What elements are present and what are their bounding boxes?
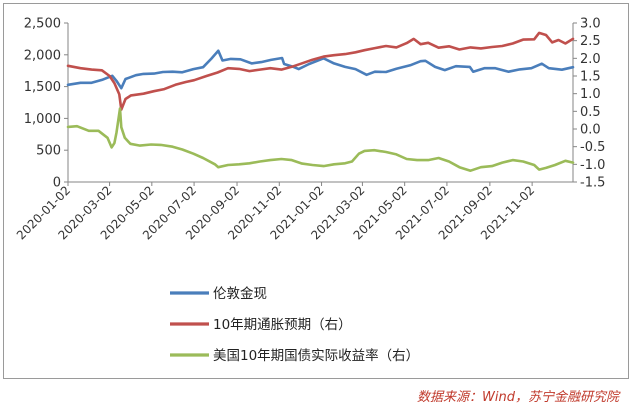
left-tick-label: 0 [53, 176, 61, 191]
series-line-1 [66, 49, 575, 90]
chart-frame [3, 3, 629, 379]
legend-label-2: 10年期通胀预期（右） [213, 317, 352, 333]
right-tick-label: 0.5 [580, 105, 601, 120]
left-tick-label: 500 [36, 144, 61, 159]
legend-label-1: 伦敦金现 [213, 286, 267, 302]
right-tick-label: 1.0 [580, 87, 601, 102]
series-line-3 [66, 107, 575, 172]
right-tick-label: 2.5 [580, 34, 601, 49]
right-tick-label: -1.0 [580, 158, 605, 173]
right-tick-label: -0.5 [580, 140, 605, 155]
left-tick-label: 2,500 [24, 17, 61, 32]
source-note: 数据来源：Wind，苏宁金融研究院 [417, 390, 619, 405]
left-tick-label: 1,000 [24, 112, 61, 127]
right-tick-label: 1.5 [580, 70, 601, 85]
left-tick-label: 1,500 [24, 80, 61, 95]
legend-label-3: 美国10年期国债实际收益率（右） [213, 347, 419, 364]
left-tick-label: 2,000 [24, 48, 61, 63]
right-tick-label: 3.0 [580, 17, 601, 32]
right-tick-label: 2.0 [580, 52, 601, 67]
series-line-2 [66, 31, 575, 111]
right-tick-label: -1.5 [580, 176, 605, 191]
right-tick-label: 0.0 [580, 123, 601, 138]
